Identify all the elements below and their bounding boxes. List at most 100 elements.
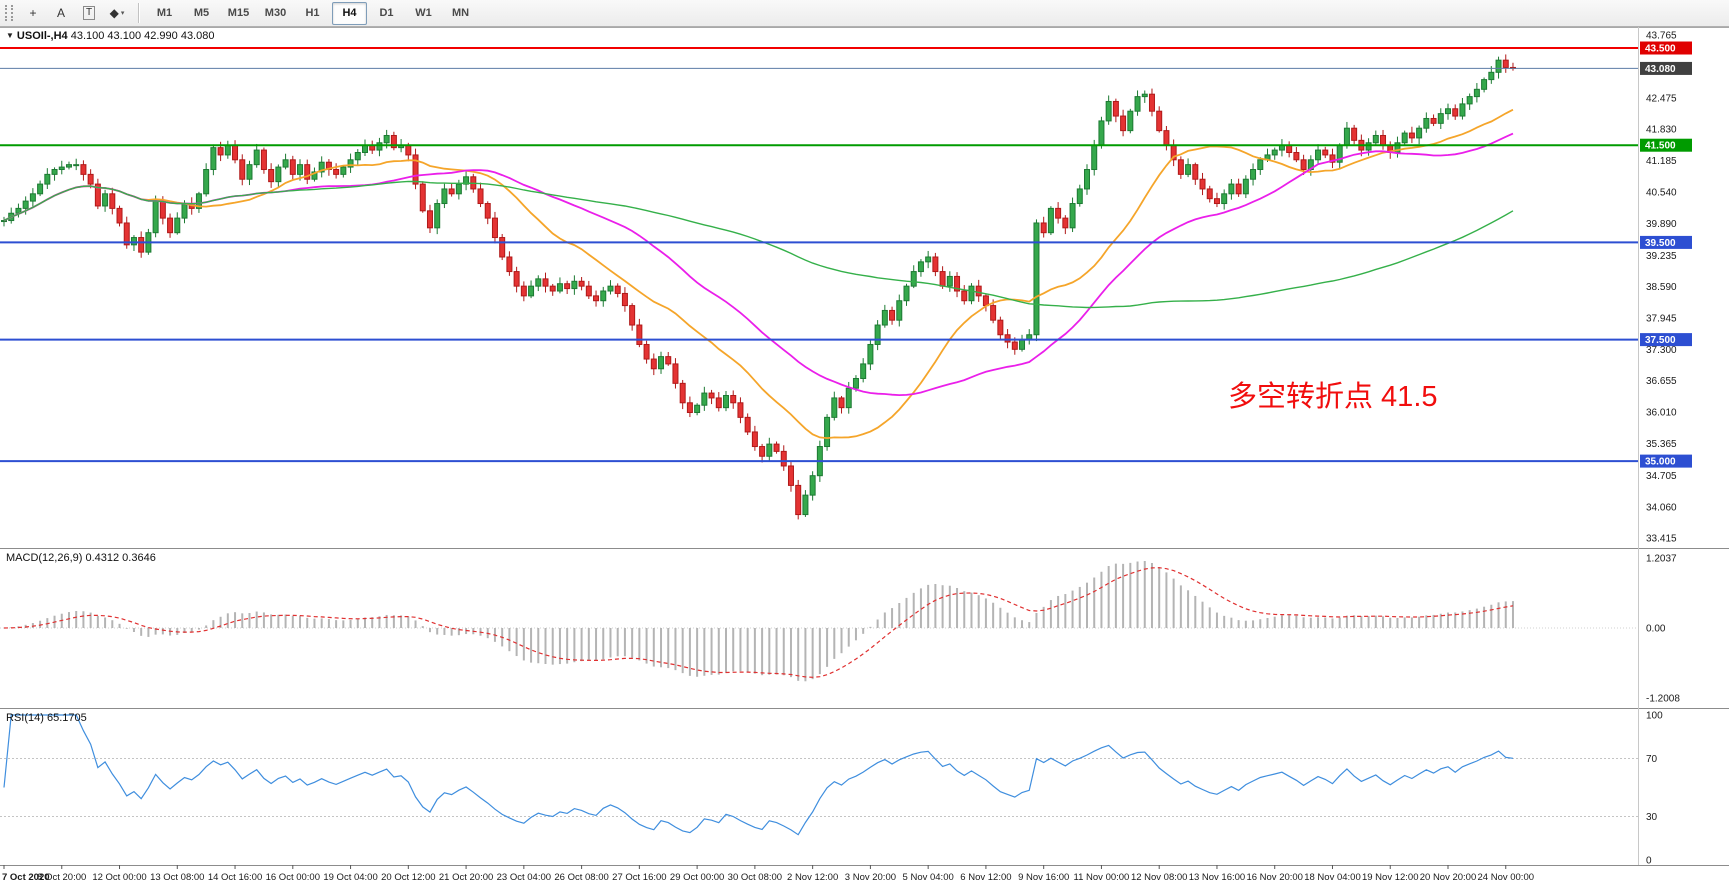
svg-text:12 Oct 00:00: 12 Oct 00:00 xyxy=(92,872,146,883)
svg-text:3 Nov 20:00: 3 Nov 20:00 xyxy=(845,872,896,883)
macd-label: MACD(12,26,9) 0.4312 0.3646 xyxy=(6,552,156,564)
svg-text:19 Nov 12:00: 19 Nov 12:00 xyxy=(1362,872,1419,883)
rsi-panel xyxy=(0,714,1638,836)
timeframe-button-w1[interactable]: W1 xyxy=(415,7,432,19)
rsi-name: RSI(14) xyxy=(6,712,44,724)
chevron-down-icon: ▾ xyxy=(120,10,125,17)
tool-group: + A T ◆ ▾ xyxy=(19,2,131,25)
price-axis[interactable]: 43.765 42.475 41.830 41.185 40.540 39.890 39.2… xyxy=(1640,31,1692,867)
ohlc-values: 43.100 43.100 42.990 43.080 xyxy=(70,30,215,42)
svg-text:16 Nov 20:00: 16 Nov 20:00 xyxy=(1246,872,1303,883)
svg-text:41.185: 41.185 xyxy=(1646,156,1677,167)
rsi-line xyxy=(3,714,1514,836)
timeframe-button-h4[interactable]: H4 xyxy=(332,1,367,25)
svg-text:41.830: 41.830 xyxy=(1646,125,1677,136)
svg-text:29 Oct 00:00: 29 Oct 00:00 xyxy=(670,872,724,883)
svg-text:5 Nov 04:00: 5 Nov 04:00 xyxy=(903,872,954,883)
frame-label-tool[interactable]: T xyxy=(75,2,103,25)
svg-text:35.365: 35.365 xyxy=(1646,439,1677,450)
chart-area[interactable]: 43.765 42.475 41.830 41.185 40.540 39.890 39.2… xyxy=(0,27,1729,894)
svg-text:36.010: 36.010 xyxy=(1646,408,1677,419)
macd-panel xyxy=(0,560,1638,682)
svg-text:20 Nov 20:00: 20 Nov 20:00 xyxy=(1420,872,1477,883)
symbol-period-label: USOIl-,H4 xyxy=(16,30,68,42)
svg-text:35.000: 35.000 xyxy=(1645,457,1676,468)
svg-text:30 Oct 08:00: 30 Oct 08:00 xyxy=(728,872,782,883)
panel-separators xyxy=(0,27,1729,866)
toolbar-grip[interactable] xyxy=(5,5,13,21)
svg-text:39.890: 39.890 xyxy=(1646,219,1677,230)
svg-text:30: 30 xyxy=(1646,812,1658,823)
svg-text:39.235: 39.235 xyxy=(1646,251,1677,262)
svg-text:40.540: 40.540 xyxy=(1646,187,1677,198)
cursor-tool[interactable]: + xyxy=(29,6,37,20)
svg-text:7 Oct 2020: 7 Oct 2020 xyxy=(2,872,50,883)
timeframe-button-mn[interactable]: MN xyxy=(451,7,470,19)
svg-text:16 Oct 00:00: 16 Oct 00:00 xyxy=(266,872,320,883)
svg-text:41.500: 41.500 xyxy=(1645,141,1676,152)
svg-text:39.500: 39.500 xyxy=(1645,238,1676,249)
svg-text:19 Oct 04:00: 19 Oct 04:00 xyxy=(323,872,377,883)
svg-text:37.300: 37.300 xyxy=(1646,345,1677,356)
svg-text:9 Nov 16:00: 9 Nov 16:00 xyxy=(1018,872,1069,883)
svg-text:36.655: 36.655 xyxy=(1646,376,1677,387)
ma-mid-line xyxy=(3,132,1514,397)
svg-text:2 Nov 12:00: 2 Nov 12:00 xyxy=(787,872,838,883)
svg-text:43.500: 43.500 xyxy=(1645,44,1676,55)
text-tool[interactable]: A xyxy=(56,6,65,20)
svg-text:38.590: 38.590 xyxy=(1646,282,1677,293)
svg-text:33.415: 33.415 xyxy=(1646,534,1677,545)
svg-text:13 Oct 08:00: 13 Oct 08:00 xyxy=(150,872,204,883)
collapse-arrow-icon[interactable]: ▼ xyxy=(6,31,14,40)
rsi-values: 65.1705 xyxy=(46,712,87,724)
svg-text:1.2037: 1.2037 xyxy=(1646,553,1677,564)
svg-text:27 Oct 16:00: 27 Oct 16:00 xyxy=(612,872,666,883)
toolbar: + A T ◆ ▾ M1 M5 M15 M30 H1 H4 D1 W1 MN xyxy=(0,0,1729,27)
svg-text:18 Nov 04:00: 18 Nov 04:00 xyxy=(1304,872,1361,883)
macd-values: 0.4312 0.3646 xyxy=(85,552,156,564)
svg-text:14 Oct 16:00: 14 Oct 16:00 xyxy=(208,872,262,883)
svg-text:6 Nov 12:00: 6 Nov 12:00 xyxy=(960,872,1011,883)
chart-header: ▼ USOIl-,H4 43.100 43.100 42.990 43.080 xyxy=(6,30,214,42)
macd-signal-line xyxy=(3,567,1514,678)
svg-text:13 Nov 16:00: 13 Nov 16:00 xyxy=(1189,872,1246,883)
shapes-tool[interactable]: ◆ ▾ xyxy=(109,6,125,20)
svg-text:37.500: 37.500 xyxy=(1645,335,1676,346)
svg-text:0.00: 0.00 xyxy=(1646,624,1666,635)
svg-text:23 Oct 04:00: 23 Oct 04:00 xyxy=(497,872,551,883)
svg-text:100: 100 xyxy=(1646,711,1663,722)
chart-svg[interactable]: 43.765 42.475 41.830 41.185 40.540 39.890 39.2… xyxy=(0,27,1729,894)
svg-text:8 Oct 20:00: 8 Oct 20:00 xyxy=(37,872,86,883)
svg-text:37.945: 37.945 xyxy=(1646,313,1677,324)
timeframe-button-m1[interactable]: M1 xyxy=(156,7,173,19)
toolbar-separator xyxy=(138,3,139,23)
svg-text:0: 0 xyxy=(1646,856,1652,867)
svg-text:11 Nov 00:00: 11 Nov 00:00 xyxy=(1074,872,1130,883)
svg-text:43.080: 43.080 xyxy=(1645,64,1676,75)
timeframe-button-h1[interactable]: H1 xyxy=(305,7,320,19)
rsi-label: RSI(14) 65.1705 xyxy=(6,712,87,724)
timeframe-button-m30[interactable]: M30 xyxy=(264,7,287,19)
timeframe-button-m5[interactable]: M5 xyxy=(193,7,210,19)
svg-text:26 Oct 08:00: 26 Oct 08:00 xyxy=(554,872,608,883)
svg-text:12 Nov 08:00: 12 Nov 08:00 xyxy=(1131,872,1188,883)
ma-slow-line xyxy=(3,180,1514,309)
svg-text:43.765: 43.765 xyxy=(1646,31,1677,42)
text-annotation[interactable]: 多空转折点 41.5 xyxy=(1228,381,1438,413)
svg-text:42.475: 42.475 xyxy=(1646,93,1677,104)
svg-text:34.705: 34.705 xyxy=(1646,471,1677,482)
svg-text:70: 70 xyxy=(1646,754,1658,765)
candles-layer xyxy=(1,54,1516,520)
svg-text:21 Oct 20:00: 21 Oct 20:00 xyxy=(439,872,493,883)
timeframe-group: M1 M5 M15 M30 H1 H4 D1 W1 MN xyxy=(146,1,479,25)
svg-text:24 Nov 00:00: 24 Nov 00:00 xyxy=(1478,872,1535,883)
timeframe-button-m15[interactable]: M15 xyxy=(227,7,250,19)
svg-text:34.060: 34.060 xyxy=(1646,502,1677,513)
macd-name: MACD(12,26,9) xyxy=(6,552,83,564)
svg-text:20 Oct 12:00: 20 Oct 12:00 xyxy=(381,872,435,883)
svg-text:-1.2008: -1.2008 xyxy=(1646,693,1680,704)
ma-fast-line xyxy=(3,108,1514,440)
timeframe-button-d1[interactable]: D1 xyxy=(379,7,394,19)
